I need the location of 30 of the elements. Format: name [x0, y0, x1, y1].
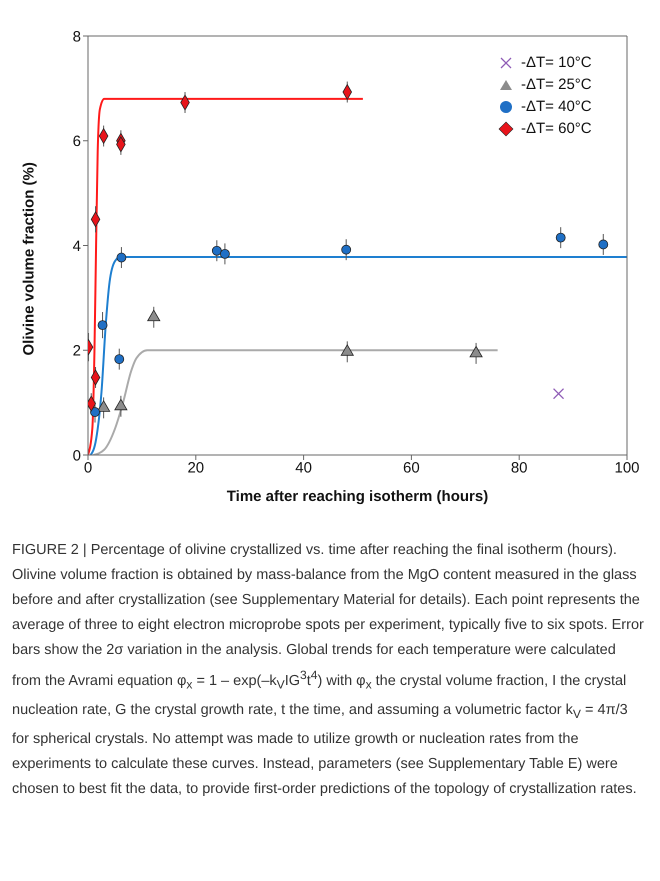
point — [114, 354, 124, 364]
point — [552, 388, 564, 400]
point — [220, 248, 230, 259]
legend-label: -ΔT= 25°C — [521, 75, 592, 95]
point — [116, 252, 126, 262]
point — [341, 244, 352, 255]
x-tick-label: 80 — [510, 460, 528, 477]
y-axis-title: Olivine volume fraction (%) — [20, 162, 38, 356]
x-tick-label: 60 — [403, 460, 420, 477]
y-tick-label: 6 — [72, 133, 81, 150]
point — [98, 320, 108, 330]
point — [556, 232, 566, 243]
line-series — [88, 98, 364, 455]
line-series — [92, 349, 499, 455]
x-tick-label: 40 — [295, 460, 312, 477]
legend-label: -ΔT= 40°C — [521, 97, 592, 117]
y-tick-label: 0 — [72, 447, 81, 464]
y-tick-label: 4 — [72, 238, 81, 255]
point — [90, 407, 100, 417]
y-tick-label: 2 — [72, 342, 81, 360]
point — [598, 240, 608, 250]
x-tick-label: 20 — [187, 460, 204, 477]
legend-label: -ΔT= 10°C — [521, 53, 592, 73]
point — [212, 246, 222, 256]
text: FIGURE 2 | Percentage of olivine crystallized vs. time after reaching the final isotherm (hours). Olivine volume fraction is obtained by mass-balance from the MgO content measured in the glass before and after crystallization (see Supplementary Material for details). Each point represents the average of three to eight electron microprobe spots per experiment, typically five to six spots. Error bars show the 2σ variation in the analysis. Global trends for each temperature were calculated from the Avrami equation φ$_{x}$ = 1 – exp(–k$_{V}$IG$^{3}$t$^{4}$) with φ$_{x}$ the crystal volume fraction, I the crystal nucleation rate, G the crystal growth rate, t the time, and assuming a volumetric factor k$_{V}$ = 4π/3 for spherical crystals. No attempt was made to utilize growth or nucleation rates from the experiments to calculate these curves. Instead, parameters (see Supplementary Table E) were chosen to best fit the data, to provide first-order predictions of the topology of crystallization rates. — [12, 542, 644, 797]
x-tick-label: 100 — [614, 460, 640, 477]
x-axis-title: Time after reaching isotherm (hours) — [226, 488, 488, 505]
x-tick-label: 0 — [84, 460, 92, 477]
y-tick-label: 8 — [72, 28, 81, 46]
legend-label: -ΔT= 60°C — [521, 119, 592, 139]
